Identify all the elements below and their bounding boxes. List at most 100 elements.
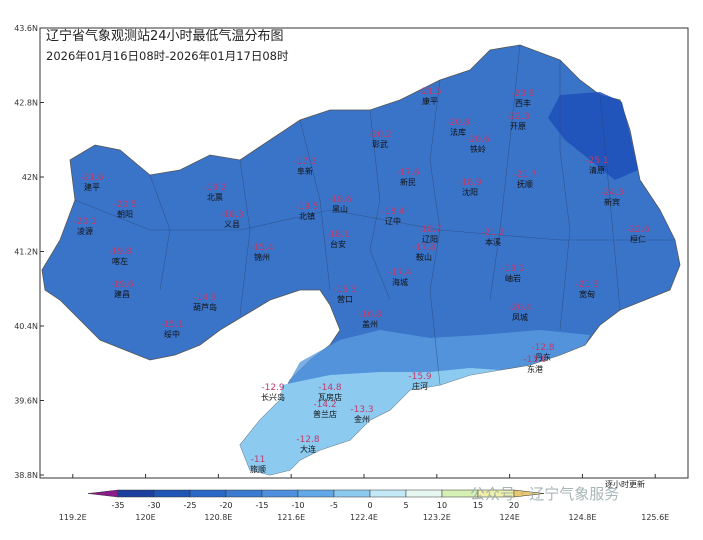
station-name: 旅顺 [250,464,266,474]
legend-swatch [117,489,155,498]
legend-label: 15 [473,501,483,510]
station-name: 丹东 [535,352,551,362]
station-value: -18.6 [328,195,352,205]
legend-swatch [297,489,335,498]
station-value: -20.1 [73,217,96,227]
legend-label: -35 [111,501,124,510]
lon-tick-label: 123.2E [423,513,451,522]
station-name: 大连 [300,444,316,454]
station-value: -19.8 [108,247,132,257]
station-name: 辽阳 [422,235,438,244]
station-value: -16.8 [358,310,382,320]
station-name: 义县 [224,220,240,229]
station-value: -20.4 [508,303,532,313]
station-name: 宽甸 [579,289,595,299]
station-value: -21.6 [80,173,104,183]
station-value: -21.3 [575,280,598,290]
station-name: 葫芦岛 [193,302,217,312]
station-value: -12.9 [261,383,285,393]
lon-tick-label: 121.6E [277,513,305,522]
station-name: 普兰店 [313,409,337,419]
station-value: -11 [251,455,266,465]
lon-tick-label: 120.8E [204,513,232,522]
station-value: -12.8 [531,343,555,353]
lon-tick-label: 122.4E [350,513,378,522]
legend-label: -30 [147,501,160,510]
lon-tick-label: 125.6E [641,513,669,522]
station-name: 瓦房店 [318,392,342,402]
legend-label: -5 [330,501,338,510]
station-value: -19.2 [203,183,226,193]
station-value: -20.8 [446,118,470,128]
station-name: 抚顺 [517,179,533,189]
station-name: 康平 [422,96,438,106]
station-name: 锦州 [254,252,270,262]
station-name: 黑山 [332,204,348,214]
station-name: 台安 [330,239,346,249]
lon-tick-label: 124.8E [568,513,596,522]
station-name: 铁岭 [470,144,486,154]
station-value: -17.4 [388,268,412,278]
station-value: -20.6 [466,135,490,145]
legend-label: -25 [183,501,196,510]
station-name: 凌源 [77,226,93,236]
update-note: 逐小时更新 [605,479,645,489]
station-value: -25.1 [585,156,608,166]
station-name: 建昌 [114,289,130,299]
warm-zone [240,368,500,475]
station-name: 开原 [510,122,526,131]
station-value: -17.6 [396,168,420,178]
lat-tick-label: 42N [22,173,38,182]
legend-label: 10 [437,501,447,510]
station-name: 沈阳 [462,187,478,197]
station-value: -21.2 [481,228,504,238]
station-name: 鞍山 [416,252,432,262]
station-value: -18.4 [381,207,405,217]
lat-tick-label: 42.8N [14,99,38,108]
cold-zone [548,92,638,180]
legend-label: 0 [367,501,372,510]
station-name: 朝阳 [117,210,133,219]
subtitle: 2026年01月16日08时-2026年01月17日08时 [46,49,289,63]
station-name: 喀左 [112,256,128,266]
station-name: 营口 [337,294,353,304]
legend-swatch [153,489,191,498]
station-value: -21.5 [418,87,441,97]
station-value: -18.3 [220,210,243,220]
station-value: -17.8 [412,243,436,253]
district-lines [74,44,675,386]
station-value: -20.2 [368,130,391,140]
station-name: 彰武 [372,139,388,149]
station-name: 盖州 [362,319,378,329]
legend-label: -15 [255,501,268,510]
station-name: 西丰 [515,98,531,108]
legend-label: -10 [291,501,304,510]
station-name: 凤城 [512,313,528,322]
station-name: 桓仁 [630,234,646,244]
legend-swatch [369,489,407,498]
station-value: -19.6 [110,280,134,290]
lon-tick-label: 124E [499,513,519,522]
station-name: 建平 [84,182,100,192]
station-value: -18.7 [418,225,441,235]
station-value: -17.3 [293,157,316,167]
station-name: 清原 [589,165,605,175]
station-value: -23.9 [511,89,535,99]
legend-arrow-high [513,489,545,498]
station-name: 新宾 [604,197,620,207]
legend-label: 5 [403,501,408,510]
legend-swatch [333,489,371,498]
station-name: 阜新 [297,166,313,176]
station-name: 海城 [392,277,408,287]
station-value: -14.9 [193,293,217,303]
station-value: -12.8 [296,435,320,445]
station-name: 新民 [400,177,416,187]
station-value: -14.8 [318,383,342,393]
station-name: 北票 [207,193,223,202]
station-name: 北镇 [299,211,315,221]
station-value: -13.6 [523,355,547,365]
watermark: 公众号 · 辽宁气象服务 [470,485,619,503]
station-value: -18.1 [326,230,349,240]
legend-swatch [189,489,227,498]
legend-swatch [225,489,263,498]
